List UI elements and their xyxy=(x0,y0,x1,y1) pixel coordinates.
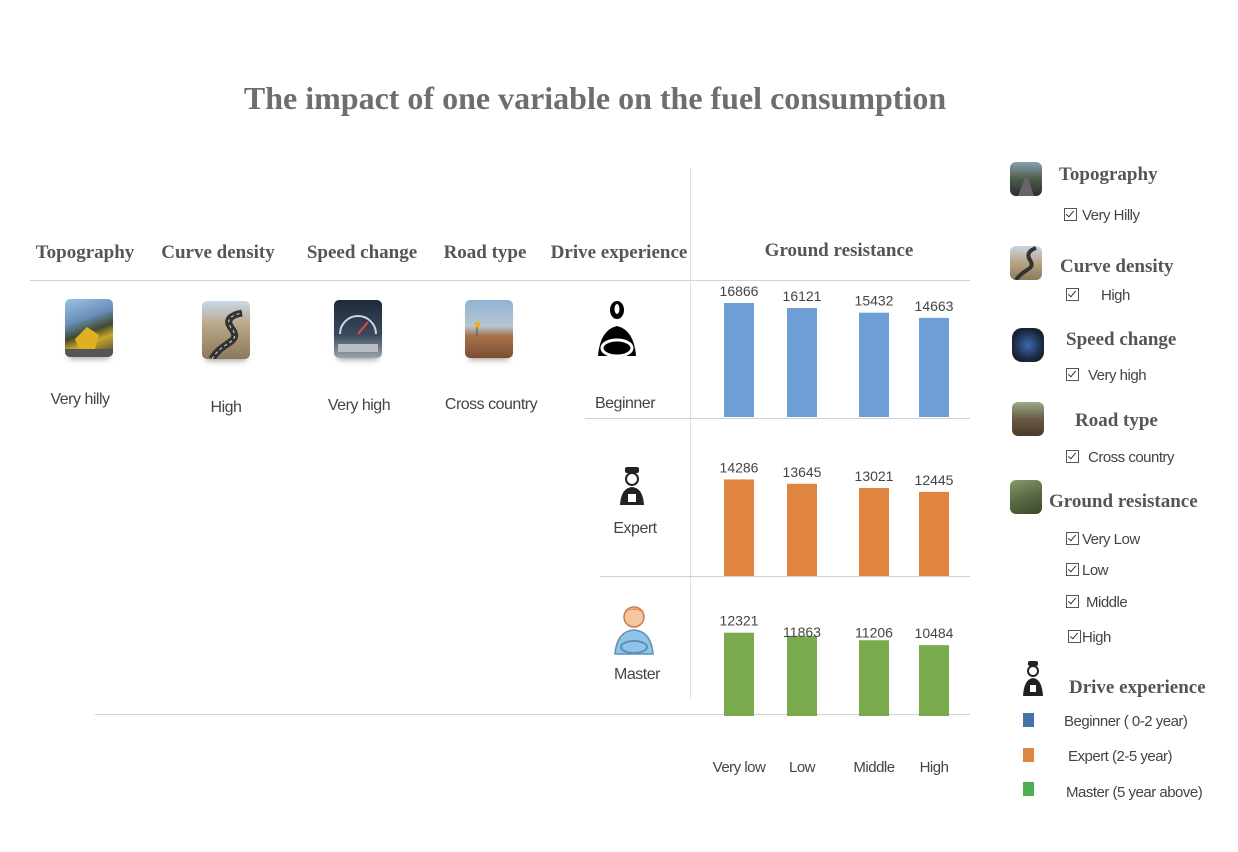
legend-curve-density-item: High xyxy=(1066,287,1130,304)
legend-speed-change-thumbnail xyxy=(1012,328,1044,362)
legend-topography-item: Very Hilly xyxy=(1064,207,1140,224)
data-label-master-2: 11206 xyxy=(855,624,893,640)
data-label-master-3: 10484 xyxy=(915,625,954,641)
data-label-expert-2: 13021 xyxy=(855,468,894,484)
chart-title: The impact of one variable on the fuel c… xyxy=(243,80,947,116)
bar-expert-0 xyxy=(724,479,754,576)
bar-master-2 xyxy=(859,640,889,716)
legend-master-item: Master (5 year above) xyxy=(1066,784,1203,801)
beginner-label: Beginner xyxy=(594,395,656,412)
master-driver-icon xyxy=(614,606,654,655)
col-header-curve-density: Curve density xyxy=(161,242,275,263)
legend-topography-title: Topography xyxy=(1059,164,1158,185)
data-label-beginner-0: 16866 xyxy=(720,283,759,299)
legend-drive-experience-title: Drive experience xyxy=(1069,677,1206,698)
checkbox-icon xyxy=(1066,288,1079,301)
row-divider-2 xyxy=(600,576,970,577)
legend-curve-density-thumbnail xyxy=(1010,246,1042,280)
bottom-divider xyxy=(95,714,970,715)
legend-beginner-item: Beginner ( 0-2 year) xyxy=(1064,713,1188,730)
legend-ground-resistance-item: Low xyxy=(1066,562,1109,579)
x-tick-label-3: High xyxy=(920,759,949,776)
expert-label: Expert xyxy=(613,520,657,537)
topography-value: Very hilly xyxy=(50,391,110,408)
checkbox-icon xyxy=(1068,630,1081,643)
road-type-thumbnail xyxy=(465,300,513,358)
data-label-expert-1: 13645 xyxy=(783,464,822,480)
row-divider-1 xyxy=(585,418,970,419)
data-label-beginner-2: 15432 xyxy=(855,293,894,309)
legend-road-type-title: Road type xyxy=(1075,410,1158,431)
data-label-beginner-1: 16121 xyxy=(783,288,822,304)
x-tick-label-0: Very low xyxy=(713,759,766,776)
legend-beginner-swatch xyxy=(1023,713,1034,727)
checkbox-icon xyxy=(1066,595,1079,608)
legend-road-type-item: Cross country xyxy=(1066,449,1175,466)
legend-speed-change-title: Speed change xyxy=(1066,329,1177,350)
x-tick-label-1: Low xyxy=(789,759,816,776)
data-label-beginner-3: 14663 xyxy=(915,298,954,314)
col-header-speed-change: Speed change xyxy=(306,242,418,263)
legend-ground-resistance-thumbnail xyxy=(1010,480,1042,514)
legend-topography-thumbnail xyxy=(1010,162,1042,196)
data-label-expert-0: 14286 xyxy=(720,459,759,475)
legend-drive-experience-icon xyxy=(1023,661,1043,696)
col-header-road-type: Road type xyxy=(443,242,527,263)
bar-master-0 xyxy=(724,632,754,716)
legend-ground-resistance-item: High xyxy=(1068,629,1111,646)
road-type-value: Cross country xyxy=(444,396,538,413)
speed-change-value: Very high xyxy=(327,397,391,414)
bar-expert-1 xyxy=(787,483,817,576)
legend-curve-density-title: Curve density xyxy=(1060,256,1174,277)
header-divider xyxy=(30,280,970,281)
bar-beginner-0 xyxy=(724,303,754,417)
legend-expert-swatch xyxy=(1023,748,1034,762)
x-tick-label-2: Middle xyxy=(853,759,894,776)
beginner-driver-icon xyxy=(598,301,636,358)
legend-expert-item: Expert (2-5 year) xyxy=(1068,748,1173,765)
speed-change-thumbnail xyxy=(334,300,382,358)
col-header-drive-experience: Drive experience xyxy=(550,242,688,263)
col-header-ground-resistance: Ground resistance xyxy=(764,240,914,261)
checkbox-icon xyxy=(1066,563,1079,576)
bar-master-3 xyxy=(919,645,949,716)
checkbox-icon xyxy=(1064,208,1077,221)
curve-density-thumbnail xyxy=(202,301,250,359)
bar-master-1 xyxy=(787,635,817,716)
checkbox-icon xyxy=(1066,450,1079,463)
topography-thumbnail xyxy=(65,299,113,357)
legend-speed-change-item: Very high xyxy=(1066,367,1147,384)
legend-ground-resistance-title: Ground resistance xyxy=(1049,491,1198,512)
master-label: Master xyxy=(614,666,660,683)
bar-beginner-1 xyxy=(787,308,817,417)
bar-beginner-2 xyxy=(859,312,889,417)
expert-driver-icon xyxy=(620,467,644,505)
data-label-master-0: 12321 xyxy=(720,613,759,629)
bar-expert-2 xyxy=(859,487,889,576)
legend-road-type-thumbnail xyxy=(1012,402,1044,436)
vertical-divider xyxy=(690,168,691,698)
legend-ground-resistance-item: Middle xyxy=(1066,594,1128,611)
checkbox-icon xyxy=(1066,368,1079,381)
legend-ground-resistance-item: Very Low xyxy=(1066,531,1140,548)
legend-master-swatch xyxy=(1023,782,1034,796)
curve-density-value: High xyxy=(210,399,242,416)
data-label-master-1: 11863 xyxy=(783,624,821,640)
bar-expert-3 xyxy=(919,491,949,576)
col-header-topography: Topography xyxy=(35,242,135,263)
checkbox-icon xyxy=(1066,532,1079,545)
data-label-expert-3: 12445 xyxy=(915,472,954,488)
bar-beginner-3 xyxy=(919,317,949,417)
